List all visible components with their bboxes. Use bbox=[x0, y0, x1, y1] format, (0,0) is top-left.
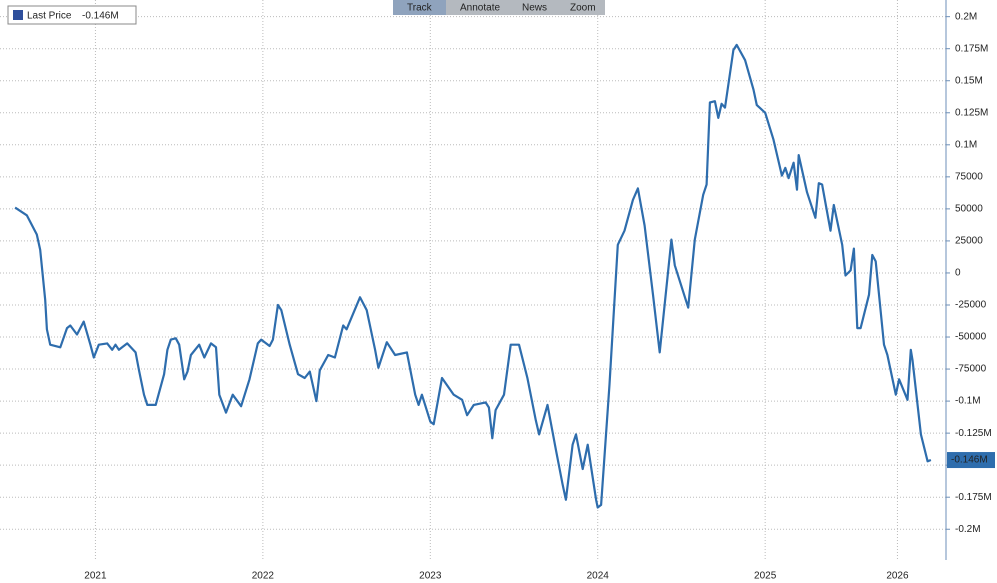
legend-label: Last Price bbox=[27, 11, 72, 22]
y-tick-label: 75000 bbox=[955, 171, 983, 182]
y-tick-label: 0.175M bbox=[955, 43, 988, 54]
legend: Last Price -0.146M bbox=[7, 5, 137, 25]
last-price-label: -0.146M bbox=[951, 455, 988, 466]
y-tick-label: 0.15M bbox=[955, 75, 983, 86]
y-tick-label: 0.2M bbox=[955, 11, 977, 22]
y-tick-label: -0.1M bbox=[955, 396, 981, 407]
x-tick-label: 2023 bbox=[419, 571, 442, 582]
axis-labels: 0.2M 0.175M 0.15M 0.125M 0.1M 75000 50000 25000… bbox=[84, 11, 995, 582]
toolbar-button[interactable]: Zoom bbox=[570, 3, 596, 14]
price-line bbox=[14, 43, 932, 509]
y-tick-label: -0.2M bbox=[955, 524, 981, 535]
toolbar-button[interactable]: Annotate bbox=[460, 3, 500, 14]
y-tick-label: 50000 bbox=[955, 204, 983, 215]
y-tick-label: 0.125M bbox=[955, 107, 988, 118]
x-tick-label: 2025 bbox=[754, 571, 777, 582]
last-price-box bbox=[947, 452, 995, 469]
y-tick-label: 0 bbox=[955, 268, 961, 279]
plot bbox=[14, 43, 932, 509]
legend-box bbox=[7, 5, 137, 25]
x-tick-label: 2022 bbox=[252, 571, 275, 582]
y-tick-label: -25000 bbox=[955, 300, 987, 311]
toolbar-active bbox=[393, 0, 446, 15]
x-tick-label: 2021 bbox=[84, 571, 107, 582]
y-tick-label: 0.1M bbox=[955, 139, 977, 150]
grid bbox=[0, 0, 946, 560]
legend-swatch bbox=[13, 10, 23, 20]
y-tick-label: 25000 bbox=[955, 236, 983, 247]
y-tick-label: -0.125M bbox=[955, 428, 992, 439]
toolbar: Track Annotate News Zoom bbox=[393, 0, 605, 15]
y-tick-label: -75000 bbox=[955, 364, 987, 375]
toolbar-button[interactable]: Track bbox=[407, 3, 433, 14]
x-tick-label: 2026 bbox=[886, 571, 909, 582]
toolbar-button[interactable]: News bbox=[522, 3, 547, 14]
x-tick-label: 2024 bbox=[587, 571, 610, 582]
legend-last-value: -0.146M bbox=[82, 11, 119, 22]
y-tick-label: -50000 bbox=[955, 332, 987, 343]
y-tick-label: -0.175M bbox=[955, 492, 992, 503]
